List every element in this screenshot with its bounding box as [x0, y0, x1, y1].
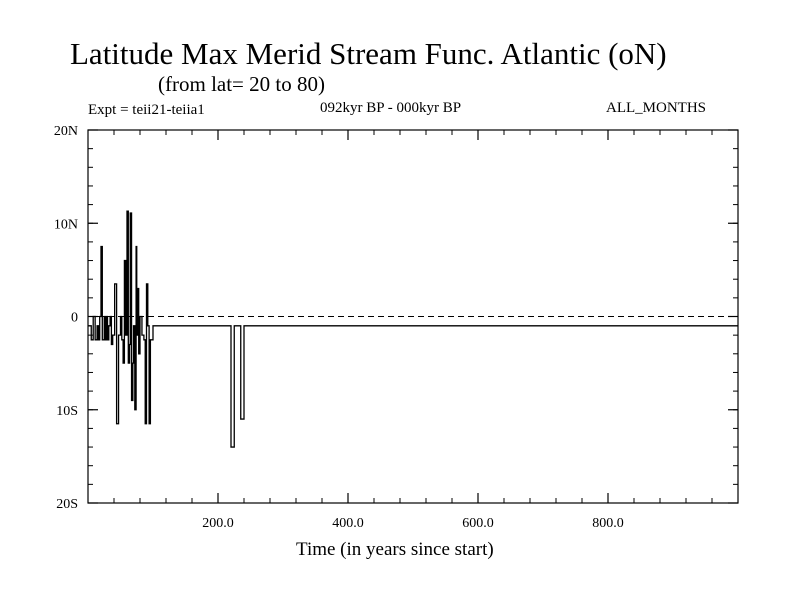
x-tick-label: 600.0 [462, 516, 494, 531]
experiment-label: Expt = teii21-teiia1 [88, 102, 205, 118]
y-tick-label: 10N [54, 217, 78, 232]
y-tick-label: 20S [56, 497, 78, 512]
axis-layer: 200.0 400.0 600.0 800.0 20N 10N 0 10S 20S [54, 124, 739, 531]
x-tick-label: 200.0 [202, 516, 234, 531]
period-label: 092kyr BP - 000kyr BP [320, 100, 462, 116]
chart-title: Latitude Max Merid Stream Func. Atlantic… [70, 36, 667, 71]
y-tick-label: 20N [54, 124, 78, 139]
y-tick-label: 0 [71, 311, 78, 326]
months-label: ALL_MONTHS [606, 100, 706, 116]
x-tick-label: 400.0 [332, 516, 364, 531]
x-tick-label: 800.0 [592, 516, 624, 531]
chart-subtitle: (from lat= 20 to 80) [158, 72, 325, 96]
series-layer [88, 210, 738, 448]
y-tick-label: 10S [56, 404, 78, 419]
x-axis-label: Time (in years since start) [296, 539, 494, 560]
series-line [88, 210, 738, 448]
